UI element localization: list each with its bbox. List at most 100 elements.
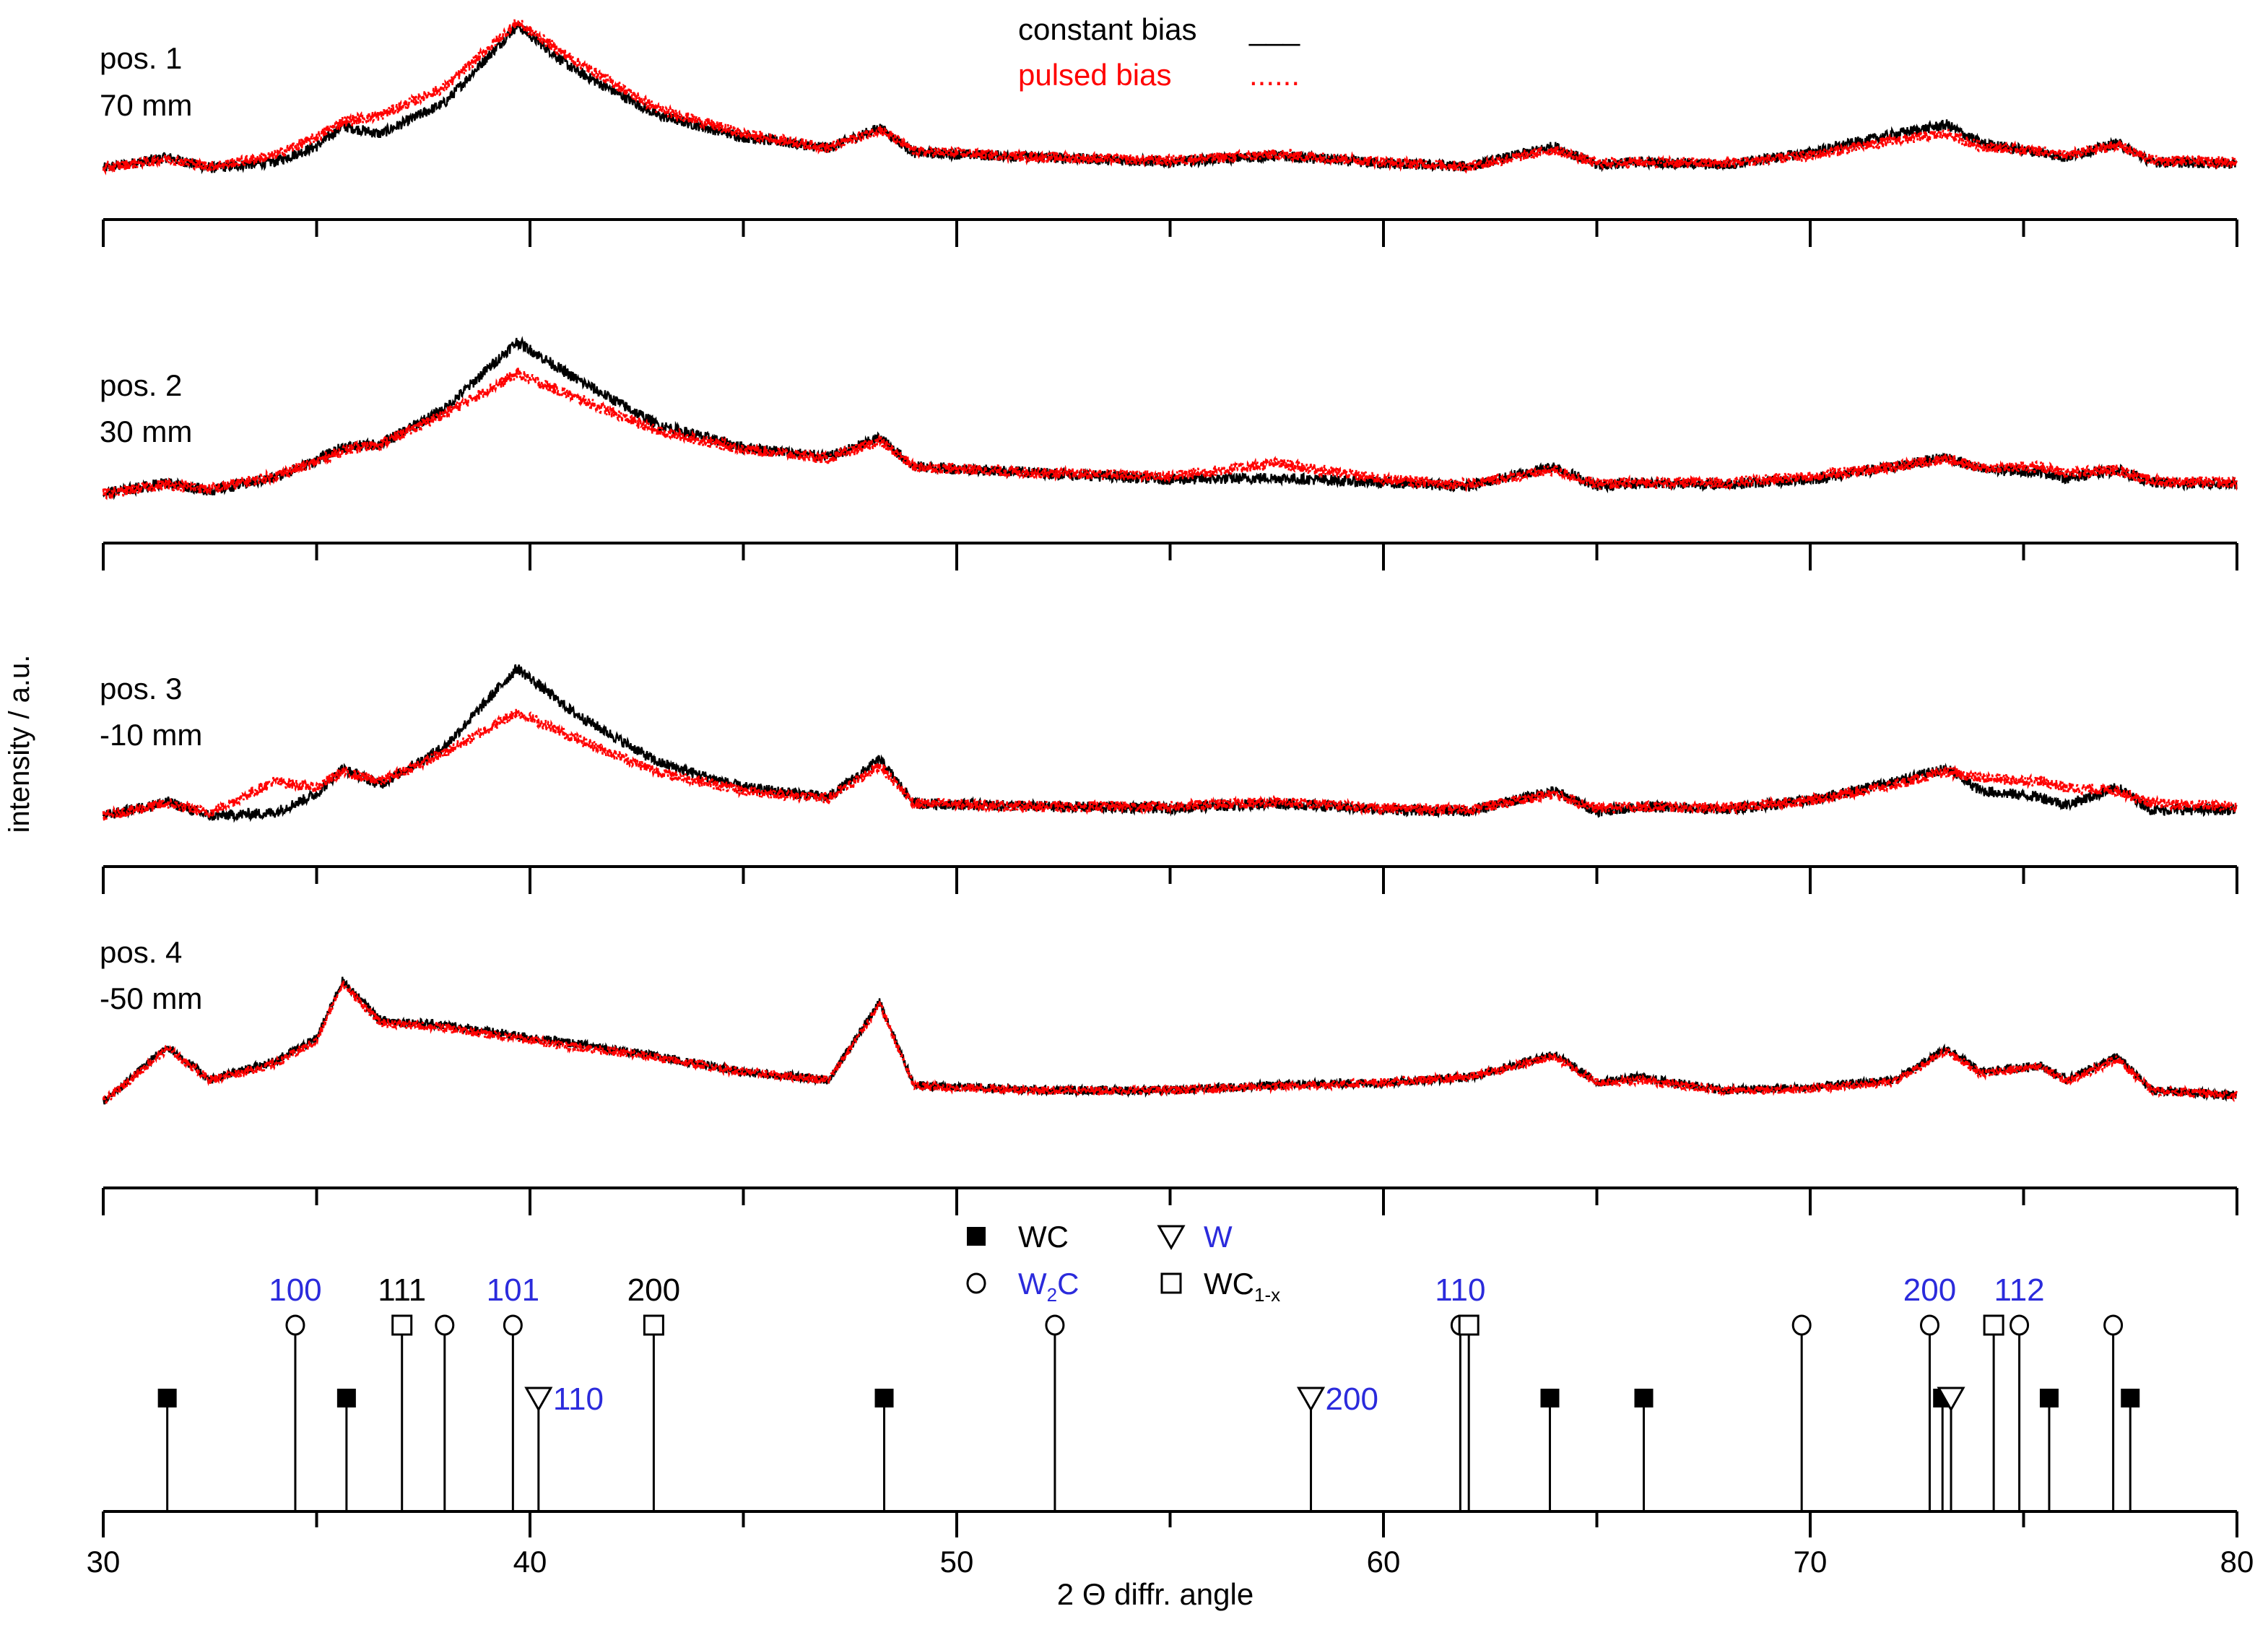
panel-1: pos. 1 70 mm (100, 18, 2238, 247)
stick-w-23 (1937, 1387, 1965, 1511)
x-tick-label: 30 (87, 1545, 121, 1579)
x-axis: 30 40 50 60 70 80 2 Θ diffr. angle (87, 1510, 2254, 1611)
stick-wc1x-18: 200 (627, 1272, 680, 1511)
hkl-label: 112 (1994, 1272, 2045, 1308)
w2c-marker (1919, 1314, 1939, 1336)
w2c-marker (2010, 1314, 2030, 1336)
wc-marker (157, 1389, 177, 1407)
legend-constant-label: constant bias (1018, 12, 1197, 46)
x-tick-label: 70 (1794, 1545, 1828, 1579)
stick-wc-2 (874, 1389, 894, 1511)
w-marker (1937, 1387, 1965, 1413)
wc1x-marker (1458, 1314, 1480, 1336)
panel-axis (102, 865, 2238, 894)
reference-pattern: 100 101 110 200 112 111 200 110 200 WC W W2C WC1-x (157, 1220, 2140, 1511)
wc-marker (1540, 1389, 1560, 1407)
legend-constant-marker: ___ (1248, 12, 1300, 46)
hkl-label: 101 (487, 1272, 539, 1308)
ref-legend-label: WC (1018, 1220, 1069, 1254)
panel-label: pos. 2 (100, 368, 182, 402)
wc1x-marker (643, 1314, 664, 1336)
wc1x-marker (391, 1314, 413, 1336)
hkl-label: 111 (378, 1272, 426, 1308)
x-tick-label: 40 (513, 1545, 547, 1579)
stick-w2c-8: 100 (269, 1272, 322, 1511)
series-constant-bias (102, 664, 2238, 823)
legend-pulsed-marker: ...... (1249, 58, 1300, 92)
stick-wc1x-17: 111 (378, 1272, 426, 1511)
panel-sublabel: -10 mm (100, 718, 202, 752)
ref-legend-label: W (1204, 1220, 1233, 1254)
stick-wc1x-20 (1983, 1314, 2004, 1511)
series-pulsed-bias (102, 706, 2238, 822)
w2c-marker (2103, 1314, 2124, 1336)
stick-w-21: 110 (524, 1381, 604, 1511)
hkl-label: 110 (553, 1381, 604, 1417)
stick-wc-3 (1540, 1389, 1560, 1511)
hkl-label: 200 (1326, 1381, 1378, 1417)
stick-wc-1 (336, 1389, 356, 1511)
panel-axis (102, 218, 2238, 247)
wc-marker (336, 1389, 356, 1407)
stick-w2c-11 (1045, 1314, 1065, 1511)
w-marker (1157, 1225, 1186, 1251)
hkl-label: 100 (269, 1272, 321, 1308)
stick-w-22: 200 (1296, 1381, 1378, 1511)
panel-4: pos. 4 -50 mm (100, 935, 2238, 1215)
stick-wc-7 (2121, 1389, 2140, 1511)
stick-wc-6 (2039, 1389, 2059, 1511)
ref-legend-wc: WC (967, 1220, 1069, 1254)
series-pulsed-bias (102, 18, 2238, 175)
panel-sublabel: 30 mm (100, 415, 192, 448)
hkl-label: 200 (1903, 1272, 1956, 1308)
stick-w2c-16 (2103, 1314, 2124, 1511)
ref-legend-label: WC1-x (1204, 1267, 1280, 1306)
wc-marker (2039, 1389, 2059, 1407)
x-tick-label: 60 (1367, 1545, 1401, 1579)
w2c-marker (285, 1314, 305, 1336)
panel-label: pos. 3 (100, 672, 182, 706)
stick-wc-4 (1634, 1389, 1654, 1511)
x-tick-label: 50 (940, 1545, 974, 1579)
series-pulsed-bias (102, 367, 2238, 500)
w2c-marker (435, 1314, 455, 1336)
wc-marker (2121, 1389, 2140, 1407)
x-tick-label: 80 (2220, 1545, 2254, 1579)
series-pulsed-bias (102, 980, 2238, 1104)
panel-3: pos. 3 -10 mm (100, 664, 2238, 894)
panel-2: pos. 2 30 mm (100, 336, 2238, 570)
ref-legend-label: W2C (1018, 1267, 1079, 1306)
panel-sublabel: -50 mm (100, 981, 202, 1015)
hkl-label: 200 (627, 1272, 680, 1308)
wc-marker (874, 1389, 894, 1407)
stick-w2c-10: 101 (487, 1272, 539, 1511)
wc-marker (967, 1227, 986, 1246)
w2c-marker (503, 1314, 523, 1336)
stick-wc1x-19 (1458, 1314, 1480, 1511)
legend-pulsed-label: pulsed bias (1018, 58, 1171, 92)
wc1x-marker (1983, 1314, 2004, 1336)
stick-w2c-14: 200 (1903, 1272, 1956, 1511)
stick-w2c-15: 112 (1994, 1272, 2045, 1511)
panels-layer: pos. 1 70 mm pos. 2 30 mm pos. 3 -10 mm pos. 4… (100, 18, 2238, 1215)
ref-legend-w: W (1157, 1220, 1233, 1254)
panel-axis (102, 1186, 2238, 1215)
panel-label: pos. 1 (100, 41, 182, 75)
stick-w2c-12: 110 (1435, 1272, 1485, 1511)
hkl-label: 110 (1435, 1272, 1485, 1308)
w2c-marker (966, 1272, 986, 1294)
series-constant-bias (102, 976, 2238, 1105)
wc1x-marker (1160, 1272, 1182, 1294)
x-axis-label: 2 Θ diffr. angle (1057, 1577, 1254, 1611)
y-axis-label: intensity / a.u. (4, 655, 35, 833)
stick-wc-0 (157, 1389, 177, 1511)
w-marker (1296, 1387, 1326, 1413)
panel-label: pos. 4 (100, 935, 182, 969)
stick-w2c-9 (435, 1314, 455, 1511)
ref-legend-w2c: W2C (966, 1267, 1079, 1306)
panel-sublabel: 70 mm (100, 88, 192, 122)
w2c-marker (1791, 1314, 1812, 1336)
ref-legend-wc1x: WC1-x (1160, 1267, 1280, 1306)
panel-axis (102, 542, 2238, 570)
